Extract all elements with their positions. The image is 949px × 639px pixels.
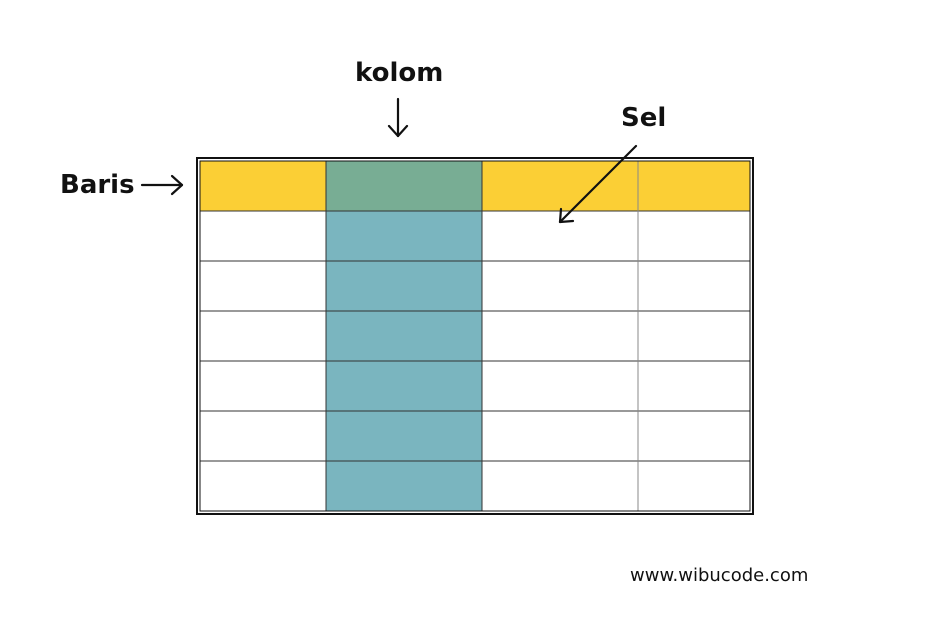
- table-cell-r6-c3: [638, 461, 750, 511]
- table-cell-r1-c0: [200, 211, 326, 261]
- cell-label: Sel: [621, 103, 667, 133]
- table-cell-r4-c2: [482, 361, 638, 411]
- table-cell-r0-c0: [200, 161, 326, 211]
- table-cell-r3-c3: [638, 311, 750, 361]
- table-cell-r4-c3: [638, 361, 750, 411]
- table-cell-r2-c1: [326, 261, 482, 311]
- table-grid-lines: [200, 161, 750, 511]
- table-cell-r1-c1: [326, 211, 482, 261]
- table-cell-r3-c1: [326, 311, 482, 361]
- arrow-down-icon: [387, 97, 409, 138]
- table-cell-r6-c2: [482, 461, 638, 511]
- table-cell-r4-c1: [326, 361, 482, 411]
- table-cell-r0-c3: [638, 161, 750, 211]
- table-cell-r2-c2: [482, 261, 638, 311]
- table-outer-border: [196, 157, 754, 515]
- table-cell-r2-c0: [200, 261, 326, 311]
- table-cell-r1-c3: [638, 211, 750, 261]
- arrow-diagonal-icon: [558, 144, 638, 224]
- table-cell-r5-c3: [638, 411, 750, 461]
- table-cells: [200, 161, 750, 511]
- footer-url: www.wibucode.com: [630, 565, 809, 586]
- table-cell-r3-c2: [482, 311, 638, 361]
- arrow-right-icon: [140, 174, 184, 196]
- table-cell-r5-c1: [326, 411, 482, 461]
- table-cell-r5-c2: [482, 411, 638, 461]
- row-label: Baris: [60, 170, 135, 200]
- table-cell-r4-c0: [200, 361, 326, 411]
- table-cell-r2-c3: [638, 261, 750, 311]
- table-cell-r6-c0: [200, 461, 326, 511]
- column-label: kolom: [355, 58, 444, 88]
- table-cell-r3-c0: [200, 311, 326, 361]
- table-cell-r6-c1: [326, 461, 482, 511]
- table-cell-r5-c0: [200, 411, 326, 461]
- table-cell-r0-c1: [326, 161, 482, 211]
- table-inner-border: [199, 160, 751, 512]
